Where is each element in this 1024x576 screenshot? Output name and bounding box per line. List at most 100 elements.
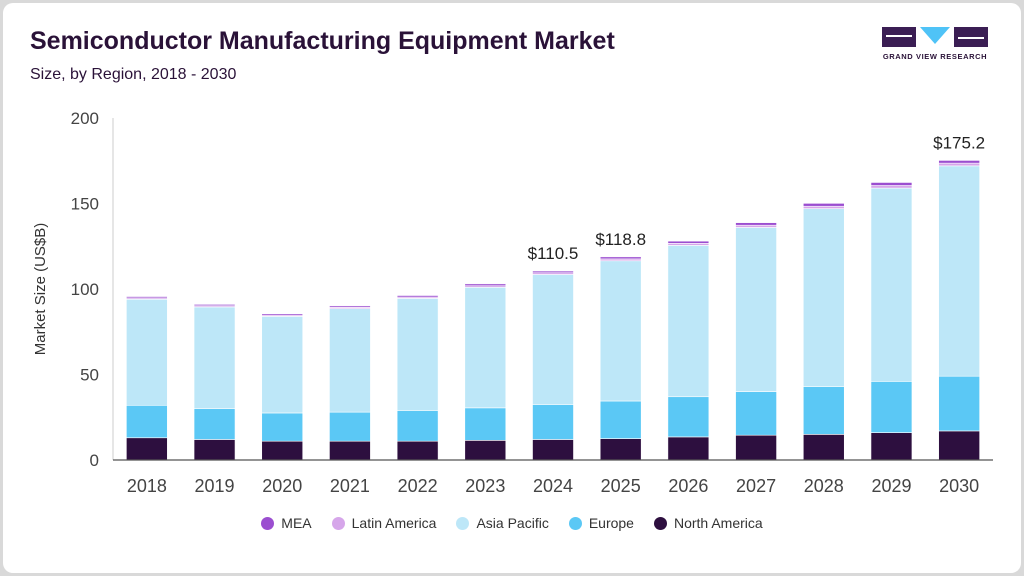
bar-segment bbox=[532, 439, 574, 461]
x-tick-label: 2019 bbox=[195, 476, 235, 496]
bar-segment bbox=[464, 286, 507, 409]
bar-segment bbox=[599, 400, 642, 439]
bar-segment bbox=[735, 222, 777, 226]
bar-segment bbox=[599, 256, 642, 260]
x-tick-label: 2025 bbox=[601, 476, 641, 496]
x-tick-label: 2024 bbox=[533, 476, 573, 496]
y-tick-label: 50 bbox=[80, 366, 99, 385]
legend-item: MEA bbox=[261, 515, 312, 531]
bar-segment bbox=[938, 160, 980, 164]
bar-segment bbox=[532, 270, 574, 274]
bar-segment bbox=[667, 436, 710, 461]
legend-label: North America bbox=[673, 515, 763, 531]
bar-segment bbox=[735, 391, 777, 436]
bar-segment bbox=[735, 227, 777, 392]
legend: MEA Latin America Asia Pacific Europe North … bbox=[3, 515, 1021, 531]
legend-label: MEA bbox=[281, 515, 312, 531]
bar-segment bbox=[126, 298, 168, 406]
bar-segment bbox=[396, 295, 439, 298]
bar-segment bbox=[329, 305, 371, 308]
y-tick-label: 100 bbox=[71, 280, 99, 299]
bar-segment bbox=[193, 304, 236, 307]
chart-subtitle: Size, by Region, 2018 - 2030 bbox=[30, 66, 237, 83]
bar-segment bbox=[802, 205, 845, 209]
x-tick-label: 2029 bbox=[871, 476, 911, 496]
chart-card: Semiconductor Manufacturing Equipment Ma… bbox=[3, 3, 1021, 573]
bar-segment bbox=[802, 434, 845, 461]
bar-segment bbox=[464, 440, 507, 461]
x-tick-label: 2020 bbox=[262, 476, 302, 496]
bar-segment bbox=[735, 224, 777, 228]
legend-label: Europe bbox=[588, 515, 634, 531]
y-tick-label: 200 bbox=[71, 109, 99, 128]
legend-swatch bbox=[331, 516, 345, 530]
bar-segment bbox=[532, 404, 574, 440]
x-tick-label: 2026 bbox=[668, 476, 708, 496]
bar-segment bbox=[667, 243, 710, 246]
bar-segment bbox=[126, 404, 168, 439]
x-tick-label: 2030 bbox=[939, 476, 979, 496]
bar-segment bbox=[938, 375, 980, 432]
legend-item: North America bbox=[653, 515, 763, 531]
bar-segment bbox=[126, 296, 168, 299]
x-axis-ticks: 2018 2019 2020 2021 2022 2023 2024 2025 2026 2027… bbox=[127, 476, 979, 496]
legend-swatch bbox=[568, 516, 582, 530]
x-tick-label: 2021 bbox=[330, 476, 370, 496]
legend-label: Asia Pacific bbox=[476, 515, 549, 531]
total-value-label: $110.5 bbox=[528, 244, 579, 263]
bar-segment bbox=[667, 396, 710, 438]
bar-segment bbox=[261, 316, 304, 414]
axes bbox=[112, 118, 993, 461]
total-value-label: $175.2 bbox=[933, 133, 985, 152]
bar-segment bbox=[396, 410, 439, 442]
bar-segment bbox=[396, 298, 439, 411]
bar-segment bbox=[329, 411, 371, 442]
bar-segment bbox=[464, 283, 507, 287]
y-tick-label: 0 bbox=[90, 451, 99, 470]
bar-segment bbox=[735, 434, 777, 461]
bar-segment bbox=[261, 412, 304, 442]
bar-segment bbox=[870, 185, 913, 189]
x-tick-label: 2022 bbox=[398, 476, 438, 496]
bar-segment bbox=[193, 306, 236, 409]
legend-swatch bbox=[456, 516, 470, 530]
bar-segment bbox=[870, 381, 913, 433]
legend-swatch bbox=[653, 516, 667, 530]
bar-segment bbox=[938, 165, 980, 377]
legend-label: Latin America bbox=[351, 515, 437, 531]
bar-segment bbox=[802, 203, 845, 207]
bar-segment bbox=[599, 438, 642, 461]
bar-segment bbox=[126, 437, 168, 461]
chart-title: Semiconductor Manufacturing Equipment Ma… bbox=[30, 27, 615, 55]
bar-segment bbox=[329, 308, 371, 413]
y-tick-label: 150 bbox=[71, 195, 99, 214]
bar-segment bbox=[870, 187, 913, 382]
bar-segment bbox=[464, 407, 507, 441]
bar-segment bbox=[261, 313, 304, 316]
x-tick-label: 2023 bbox=[465, 476, 505, 496]
bar-segment bbox=[870, 432, 913, 461]
bars-group bbox=[126, 160, 980, 461]
bar-segment bbox=[396, 440, 439, 461]
bar-segment bbox=[802, 208, 845, 387]
x-tick-label: 2018 bbox=[127, 476, 167, 496]
bar-segment bbox=[599, 260, 642, 402]
bar-segment bbox=[261, 440, 304, 461]
bar-segment bbox=[667, 245, 710, 398]
legend-item: Asia Pacific bbox=[456, 515, 549, 531]
bar-segment bbox=[193, 439, 236, 461]
bar-segment bbox=[667, 240, 710, 244]
total-labels: $110.5 $118.8 $175.2 bbox=[528, 133, 986, 263]
bar-segment bbox=[193, 408, 236, 440]
gvr-logo-icon bbox=[882, 27, 988, 47]
stacked-bar-chart: Market Size (US$B) 0 50 100 150 200 2018 2019… bbox=[32, 109, 993, 496]
total-value-label: $118.8 bbox=[595, 230, 646, 249]
x-tick-label: 2028 bbox=[804, 476, 844, 496]
logo-text: GRAND VIEW RESEARCH bbox=[882, 52, 988, 61]
y-axis-label: Market Size (US$B) bbox=[32, 223, 49, 356]
bar-segment bbox=[938, 430, 980, 461]
bar-segment bbox=[802, 386, 845, 435]
bar-segment bbox=[870, 182, 913, 186]
legend-item: Latin America bbox=[331, 515, 437, 531]
bar-segment bbox=[532, 274, 574, 405]
